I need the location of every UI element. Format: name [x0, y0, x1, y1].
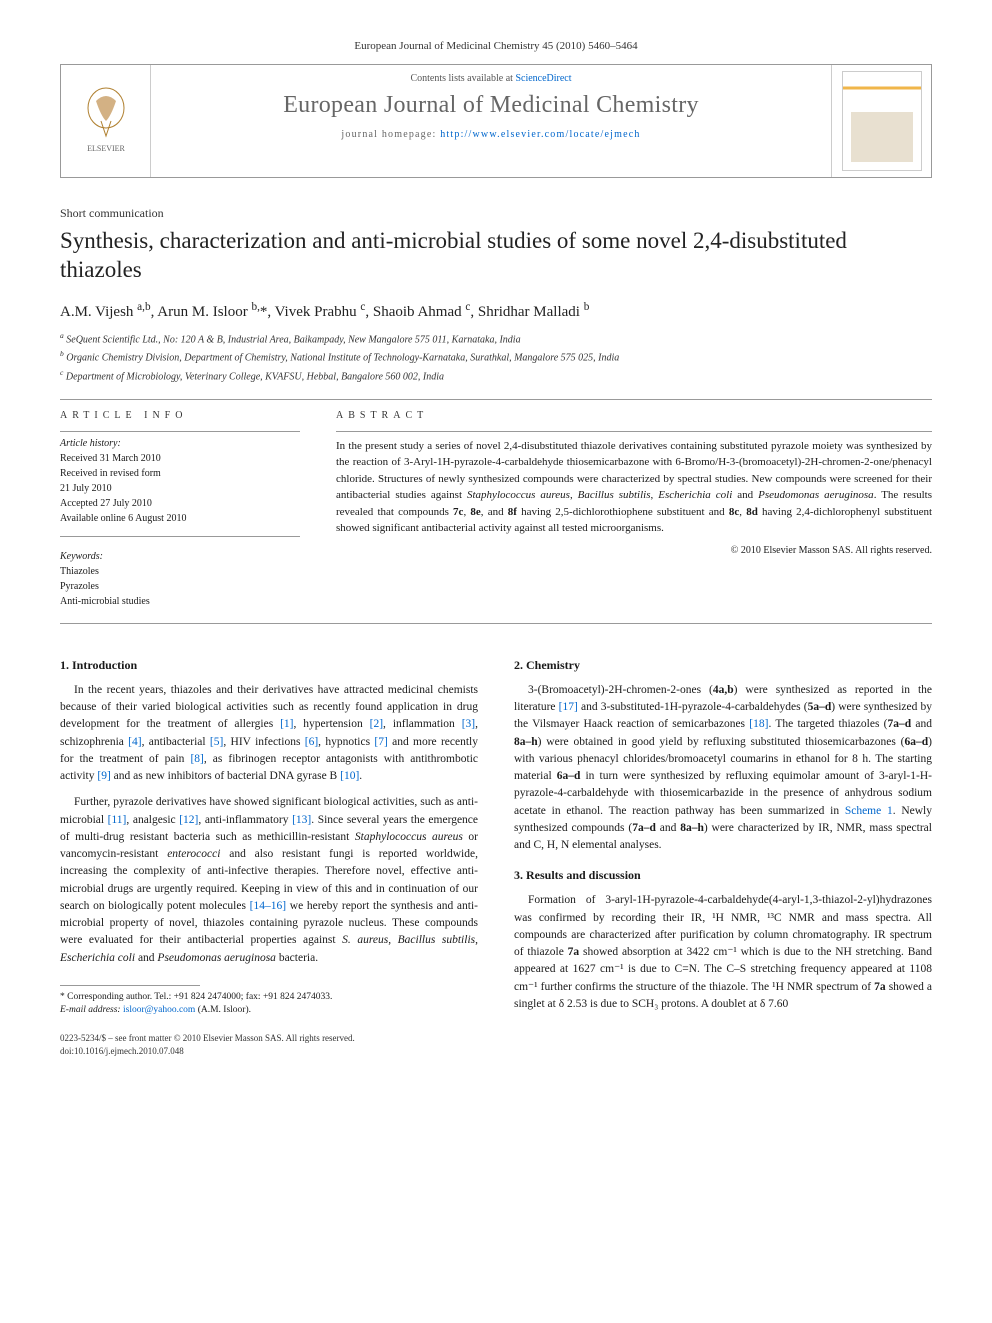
- section-heading-introduction: 1. Introduction: [60, 656, 478, 674]
- history-line: Accepted 27 July 2010: [60, 496, 300, 511]
- abstract-text: In the present study a series of novel 2…: [336, 438, 932, 537]
- citation-link[interactable]: [5]: [210, 736, 223, 748]
- keyword: Pyrazoles: [60, 579, 300, 594]
- journal-homepage-line: journal homepage: http://www.elsevier.co…: [151, 129, 831, 140]
- sciencedirect-link[interactable]: ScienceDirect: [515, 73, 571, 84]
- keyword: Anti-microbial studies: [60, 594, 300, 609]
- right-column: 2. Chemistry 3-(Bromoacetyl)-2H-chromen-…: [514, 644, 932, 1059]
- keyword: Thiazoles: [60, 564, 300, 579]
- affiliation: c Department of Microbiology, Veterinary…: [60, 368, 932, 385]
- section-heading-results: 3. Results and discussion: [514, 866, 932, 884]
- journal-homepage-link[interactable]: http://www.elsevier.com/locate/ejmech: [440, 129, 640, 140]
- history-line: Received 31 March 2010: [60, 451, 300, 466]
- homepage-prefix: journal homepage:: [341, 129, 440, 140]
- history-line: Received in revised form: [60, 466, 300, 481]
- article-type: Short communication: [60, 206, 932, 221]
- svg-text:ELSEVIER: ELSEVIER: [87, 144, 125, 153]
- affiliation: a SeQuent Scientific Ltd., No: 120 A & B…: [60, 331, 932, 348]
- corresponding-author-footnote: * Corresponding author. Tel.: +91 824 24…: [60, 991, 478, 1004]
- citation-link[interactable]: [8]: [190, 753, 203, 765]
- intro-paragraph-1: In the recent years, thiazoles and their…: [60, 682, 478, 786]
- abstract-copyright: © 2010 Elsevier Masson SAS. All rights r…: [336, 545, 932, 556]
- citation-link[interactable]: [11]: [108, 814, 127, 826]
- contents-available-line: Contents lists available at ScienceDirec…: [151, 73, 831, 84]
- issn-copyright-line: 0223-5234/$ – see front matter © 2010 El…: [60, 1032, 478, 1046]
- front-matter-footer: 0223-5234/$ – see front matter © 2010 El…: [60, 1032, 478, 1059]
- section-heading-chemistry: 2. Chemistry: [514, 656, 932, 674]
- author-list: A.M. Vijesh a,b, Arun M. Isloor b,*, Viv…: [60, 301, 932, 321]
- cover-thumbnail-container: [831, 65, 931, 177]
- affiliation: b Organic Chemistry Division, Department…: [60, 349, 932, 366]
- article-info-block: ARTICLE INFO Article history: Received 3…: [60, 410, 300, 609]
- keywords-label: Keywords:: [60, 551, 300, 562]
- footnote-separator: [60, 985, 200, 986]
- citation-link[interactable]: [10]: [340, 770, 359, 782]
- citation-link[interactable]: [3]: [462, 718, 475, 730]
- citation-link[interactable]: [2]: [370, 718, 383, 730]
- chemistry-paragraph-1: 3-(Bromoacetyl)-2H-chromen-2-ones (4a,b)…: [514, 682, 932, 855]
- citation-link[interactable]: [7]: [374, 736, 387, 748]
- publisher-logo-container: ELSEVIER: [61, 65, 151, 177]
- divider: [60, 399, 932, 400]
- article-title: Synthesis, characterization and anti-mic…: [60, 227, 932, 285]
- elsevier-logo: ELSEVIER: [76, 86, 136, 156]
- contents-prefix: Contents lists available at: [410, 73, 515, 84]
- history-line: 21 July 2010: [60, 481, 300, 496]
- journal-name: European Journal of Medicinal Chemistry: [151, 92, 831, 119]
- article-history-label: Article history:: [60, 438, 300, 449]
- citation-link[interactable]: [17]: [559, 701, 578, 713]
- results-paragraph-1: Formation of 3-aryl-1H-pyrazole-4-carbal…: [514, 892, 932, 1013]
- citation-link[interactable]: [12]: [179, 814, 198, 826]
- history-line: Available online 6 August 2010: [60, 511, 300, 526]
- email-footnote: E-mail address: isloor@yahoo.com (A.M. I…: [60, 1004, 478, 1017]
- doi-line: doi:10.1016/j.ejmech.2010.07.048: [60, 1045, 478, 1059]
- citation-link[interactable]: [9]: [97, 770, 110, 782]
- scheme-link[interactable]: Scheme 1: [845, 805, 893, 817]
- email-who: (A.M. Isloor).: [195, 1005, 251, 1015]
- corresponding-email-link[interactable]: isloor@yahoo.com: [123, 1005, 195, 1015]
- citation-link[interactable]: [18]: [749, 718, 768, 730]
- left-column: 1. Introduction In the recent years, thi…: [60, 644, 478, 1059]
- citation-link[interactable]: [13]: [292, 814, 311, 826]
- intro-paragraph-2: Further, pyrazole derivatives have showe…: [60, 794, 478, 967]
- running-head: European Journal of Medicinal Chemistry …: [60, 40, 932, 52]
- journal-masthead: ELSEVIER Contents lists available at Sci…: [60, 64, 932, 178]
- email-label: E-mail address:: [60, 1005, 123, 1015]
- abstract-block: ABSTRACT In the present study a series o…: [336, 410, 932, 609]
- citation-link[interactable]: [4]: [128, 736, 141, 748]
- abstract-heading: ABSTRACT: [336, 410, 932, 421]
- citation-link[interactable]: [6]: [305, 736, 318, 748]
- citation-link[interactable]: [14–16]: [250, 900, 286, 912]
- citation-link[interactable]: [1]: [280, 718, 293, 730]
- article-info-heading: ARTICLE INFO: [60, 410, 300, 421]
- divider: [60, 623, 932, 624]
- journal-cover-thumbnail: [842, 71, 922, 171]
